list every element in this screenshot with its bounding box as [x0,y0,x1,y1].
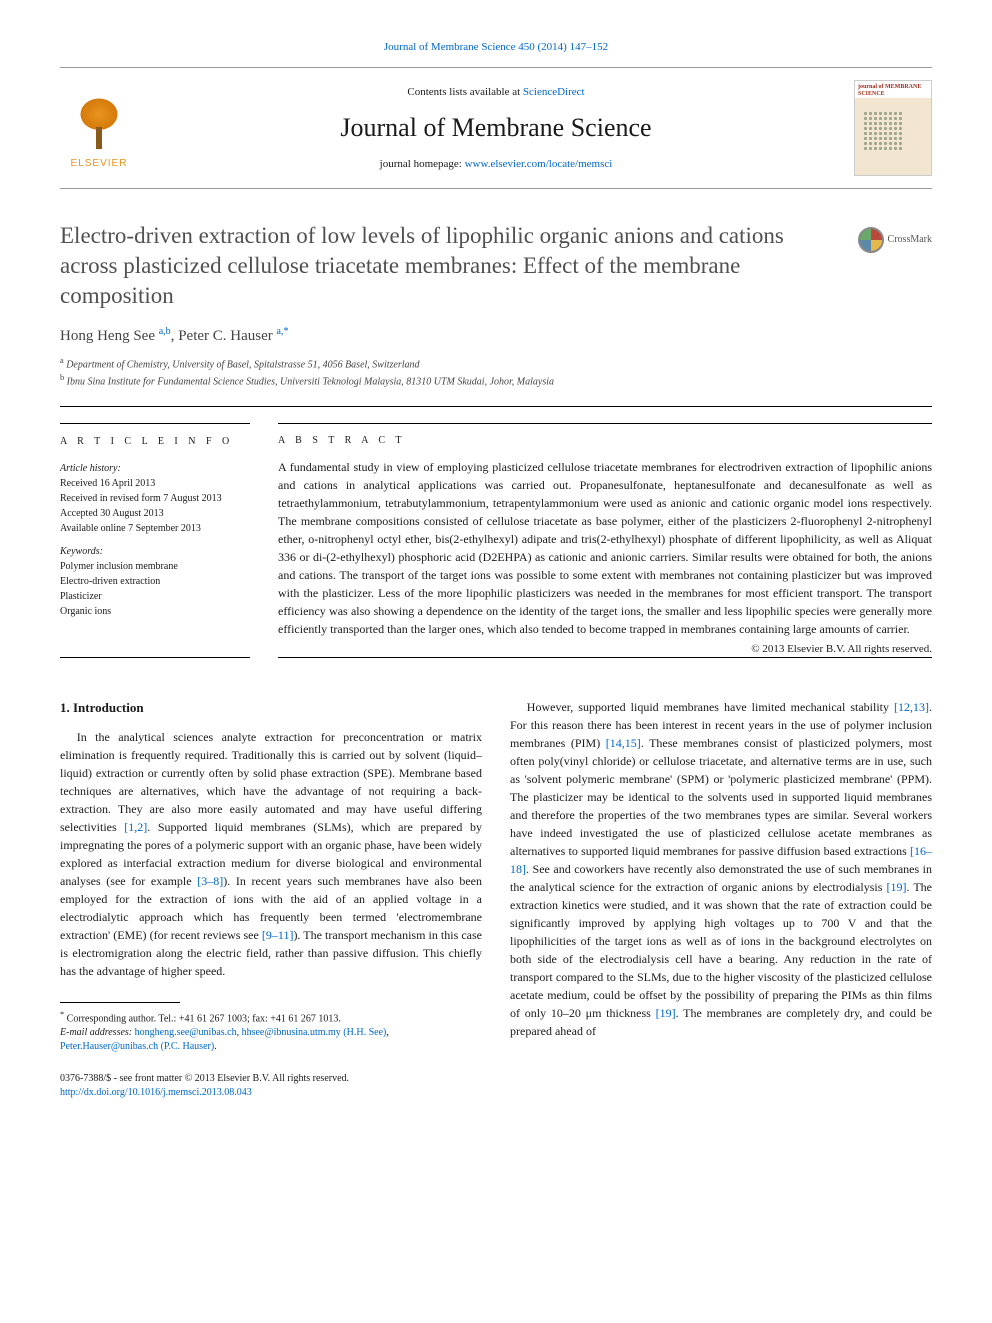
keywords-label: Keywords: [60,544,250,559]
elsevier-wordmark: ELSEVIER [71,157,128,171]
keyword-3: Plasticizer [60,589,250,604]
section-1-heading: 1. Introduction [60,698,482,718]
journal-citation: Journal of Membrane Science 450 (2014) 1… [60,40,932,55]
intro-paragraph-1: In the analytical sciences analyte extra… [60,728,482,980]
crossmark-widget[interactable]: CrossMark [858,227,932,253]
info-abstract-row: a r t i c l e i n f o Article history: R… [60,423,932,657]
corr-marker: * [60,1010,64,1019]
issn-line: 0376-7388/$ - see front matter © 2013 El… [60,1072,482,1086]
history-received: Received 16 April 2013 [60,476,250,491]
homepage-prefix: journal homepage: [380,158,465,170]
info-abstract-bottom-rules [60,657,932,658]
cover-pattern-icon [863,111,903,151]
info-bottom-rule [60,657,250,658]
cover-title: journal of MEMBRANE SCIENCE [858,84,928,97]
footnote-rule [60,1002,180,1003]
article-info: a r t i c l e i n f o Article history: R… [60,423,250,657]
homepage-line: journal homepage: www.elsevier.com/locat… [154,157,838,172]
author-2: Peter C. Hauser [178,328,273,344]
abstract-heading: a b s t r a c t [278,434,932,448]
corresponding-author: Corresponding author. Tel.: +41 61 267 1… [67,1013,341,1024]
abstract-copyright: © 2013 Elsevier B.V. All rights reserved… [278,642,932,657]
history-online: Available online 7 September 2013 [60,521,250,536]
journal-cover-thumb: journal of MEMBRANE SCIENCE [854,80,932,176]
citation-1-2[interactable]: [1,2] [124,820,147,834]
header-center: Contents lists available at ScienceDirec… [138,85,854,172]
citation-14-15[interactable]: [14,15] [606,736,641,750]
journal-name: Journal of Membrane Science [154,110,838,146]
affiliations: a Department of Chemistry, University of… [60,355,932,390]
author-1: Hong Heng See [60,328,155,344]
doi-link[interactable]: http://dx.doi.org/10.1016/j.memsci.2013.… [60,1087,252,1098]
contents-line: Contents lists available at ScienceDirec… [154,85,838,100]
abstract-bottom-rule [278,657,932,658]
affiliation-b: b Ibnu Sina Institute for Fundamental Sc… [60,372,932,389]
crossmark-icon [858,227,884,253]
journal-citation-link[interactable]: Journal of Membrane Science 450 (2014) 1… [384,41,608,53]
affiliation-a: a Department of Chemistry, University of… [60,355,932,372]
author-1-affil-link[interactable]: a,b [159,326,171,337]
contents-prefix: Contents lists available at [407,86,522,98]
crossmark-label: CrossMark [888,233,932,247]
keyword-2: Electro-driven extraction [60,574,250,589]
history-accepted: Accepted 30 August 2013 [60,506,250,521]
elsevier-logo: ELSEVIER [60,85,138,171]
journal-header: ELSEVIER Contents lists available at Sci… [60,67,932,189]
history-revised: Received in revised form 7 August 2013 [60,491,250,506]
citation-19a[interactable]: [19] [886,880,906,894]
citation-3-8[interactable]: [3–8] [197,874,223,888]
sciencedirect-link[interactable]: ScienceDirect [523,86,585,98]
title-row: Electro-driven extraction of low levels … [60,221,932,311]
email-label: E-mail addresses: [60,1027,135,1038]
abstract-text: A fundamental study in view of employing… [278,458,932,638]
citation-12-13[interactable]: [12,13] [894,700,929,714]
citation-19b[interactable]: [19] [656,1006,676,1020]
email-1[interactable]: hongheng.see@unibas.ch [135,1027,237,1038]
history-label: Article history: [60,461,250,476]
body-columns: 1. Introduction In the analytical scienc… [60,698,932,1100]
elsevier-tree-icon [69,95,129,155]
corresponding-marker-link[interactable]: * [283,326,288,337]
keyword-1: Polymer inclusion membrane [60,559,250,574]
keyword-4: Organic ions [60,604,250,619]
footnote-block: * Corresponding author. Tel.: +41 61 267… [60,1009,480,1054]
divider [60,406,932,407]
email-1-alt[interactable]: hhsee@ibnusina.utm.my (H.H. See) [242,1027,387,1038]
intro-paragraph-2: However, supported liquid membranes have… [510,698,932,1040]
article-title: Electro-driven extraction of low levels … [60,221,842,311]
homepage-link[interactable]: www.elsevier.com/locate/memsci [465,158,613,170]
article-info-heading: a r t i c l e i n f o [60,434,250,449]
authors: Hong Heng See a,b, Peter C. Hauser a,* [60,325,932,347]
abstract-column: a b s t r a c t A fundamental study in v… [278,423,932,657]
email-2[interactable]: Peter.Hauser@unibas.ch (P.C. Hauser) [60,1041,214,1052]
citation-9-11[interactable]: [9–11] [262,928,294,942]
footer-meta: 0376-7388/$ - see front matter © 2013 El… [60,1072,482,1100]
